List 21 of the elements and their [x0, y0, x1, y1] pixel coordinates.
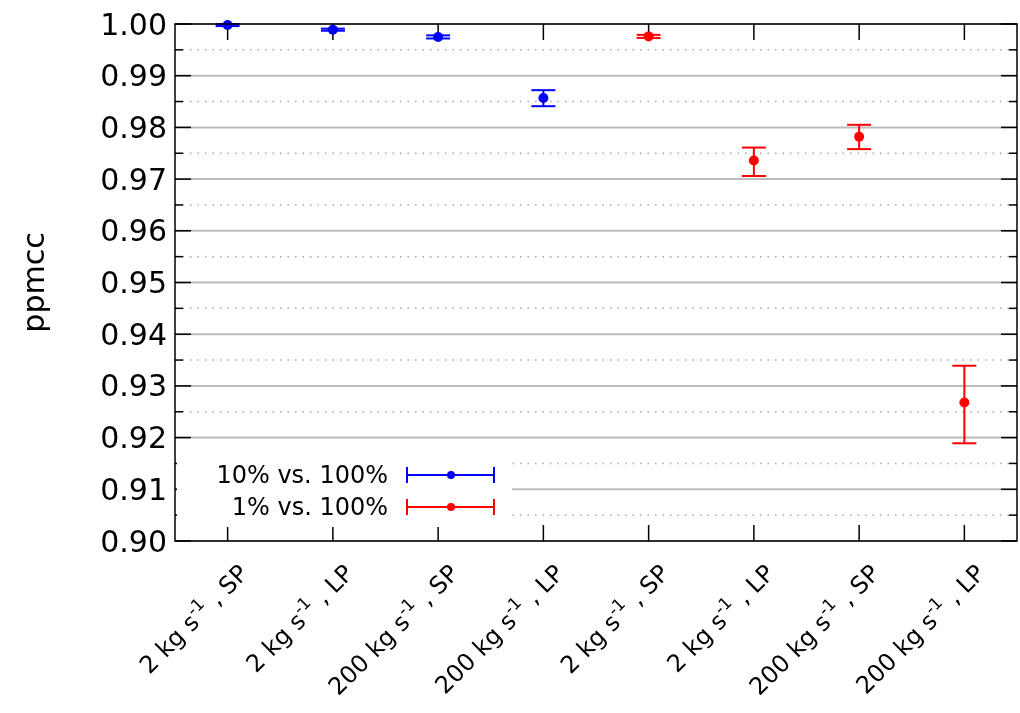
point — [643, 31, 654, 42]
y-tick-label: 0.99 — [100, 58, 167, 94]
point — [433, 31, 444, 42]
y-tick-label: 0.90 — [100, 523, 167, 559]
y-tick-label: 0.91 — [100, 471, 167, 507]
point — [327, 24, 338, 35]
y-tick-label: 0.93 — [100, 368, 167, 404]
y-tick-label: 0.96 — [100, 213, 167, 249]
legend-label: 1% vs. 100% — [231, 493, 388, 522]
y-tick-label: 0.97 — [100, 161, 167, 197]
y-tick-label: 1.00 — [100, 6, 167, 42]
y-tick-label: 0.92 — [100, 420, 167, 456]
point — [748, 155, 759, 166]
legend-label: 10% vs. 100% — [216, 461, 388, 490]
point — [854, 131, 865, 142]
y-tick-label: 0.98 — [100, 109, 167, 145]
point — [538, 92, 549, 103]
point — [959, 397, 970, 408]
y-tick-label: 0.95 — [100, 265, 167, 300]
y-axis-title: ppmcc — [16, 232, 51, 333]
y-tick-label: 0.94 — [100, 316, 167, 352]
